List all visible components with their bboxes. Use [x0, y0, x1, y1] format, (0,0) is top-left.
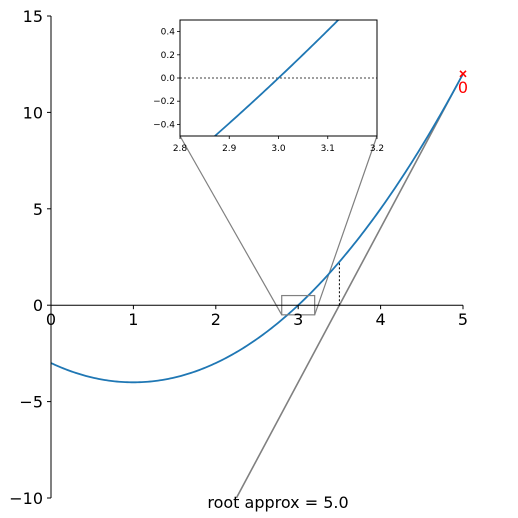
x-tick-label: 3: [293, 310, 303, 329]
x-tick-label: 5: [458, 310, 468, 329]
tangent-line: [235, 73, 463, 498]
function-curve: [51, 73, 463, 384]
y-tick-label: −5: [19, 393, 43, 412]
inset-x-tick-label: 3.2: [370, 144, 384, 154]
root-marker: 0: [458, 70, 468, 97]
inset-y-tick-label: −0.2: [153, 97, 175, 107]
connector-line-left: [179, 135, 283, 316]
y-tick-label: 10: [23, 103, 43, 122]
main-plot-marks: [51, 73, 463, 498]
connector-line-right: [314, 135, 378, 316]
x-tick-label: 2: [211, 310, 221, 329]
inset-x-tick-label: 3.0: [271, 144, 286, 154]
root-marker-label: 0: [458, 78, 468, 97]
x-tick-label: 1: [128, 310, 138, 329]
inset-y-tick-label: 0.4: [161, 28, 176, 38]
y-tick-label: 15: [23, 7, 43, 26]
inset-ticks: 2.8 2.9 3.0 3.1 3.2 −0.4 −0.2 0.0 0.2 0.4: [153, 28, 384, 154]
inset-x-tick-label: 2.9: [222, 144, 237, 154]
inset-y-tick-label: −0.4: [153, 120, 175, 130]
y-tick-label: 0: [33, 296, 43, 315]
y-tick-label: 5: [33, 200, 43, 219]
inset-x-tick-label: 3.1: [321, 144, 335, 154]
inset-y-tick-label: 0.0: [161, 74, 176, 84]
inset-zoom-axes: 2.8 2.9 3.0 3.1 3.2 −0.4 −0.2 0.0 0.2 0.4: [153, 19, 384, 154]
main-tick-labels: 0 1 2 3 4 5 −10 −5 0 5 10 15: [9, 7, 468, 508]
inset-y-tick-label: 0.2: [161, 51, 175, 61]
main-plot-area: 0 1 2 3 4 5 −10 −5 0 5 10 15 0: [9, 7, 468, 508]
main-axes: [47, 15, 464, 499]
inset-function-curve: [213, 20, 340, 136]
inset-plot-marks: [180, 20, 377, 136]
x-tick-label: 0: [46, 310, 56, 329]
chart-caption: root approx = 5.0: [207, 493, 348, 512]
inset-x-tick-label: 2.8: [173, 144, 188, 154]
x-tick-label: 4: [376, 310, 386, 329]
y-tick-label: −10: [9, 489, 43, 508]
root-marker-x: [459, 70, 467, 78]
zoom-connector-lines: [179, 135, 378, 316]
